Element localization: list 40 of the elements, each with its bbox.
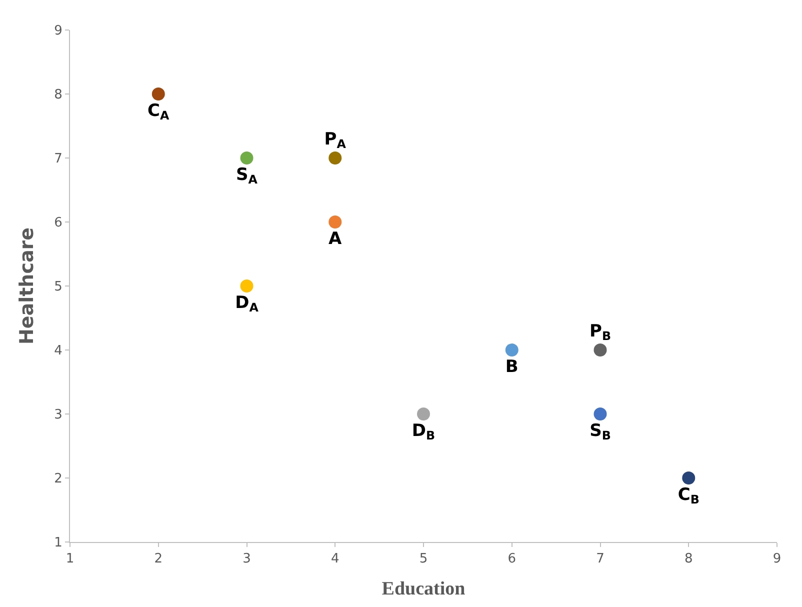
x-tick-label: 9 [772, 552, 782, 567]
series-label: P$_{B}$ [589, 322, 612, 344]
series-label: D$_{B}$ [412, 420, 436, 442]
point [240, 280, 254, 292]
x-tick-label: 4 [330, 552, 340, 567]
y-tick-label: 8 [54, 88, 62, 103]
series-label: C$_{A}$ [148, 100, 170, 122]
series-label: S$_{A}$ [236, 164, 258, 186]
series-label: C$_{B}$ [678, 484, 700, 506]
x-tick-label: 5 [419, 552, 428, 567]
y-axis-title: Healthcare [16, 227, 38, 345]
x-tick-label: 1 [66, 552, 74, 567]
point [152, 88, 165, 100]
series-label: P$_{A}$ [324, 130, 347, 152]
x-tick-label: 8 [684, 552, 693, 567]
point [682, 472, 696, 484]
x-tick-label: 6 [508, 552, 516, 567]
y-tick-label: 5 [54, 280, 62, 295]
y-tick-label: 1 [54, 536, 62, 551]
y-tick-label: 4 [54, 344, 62, 359]
point [328, 216, 342, 228]
y-tick-label: 9 [54, 24, 62, 39]
point [240, 152, 254, 164]
point [594, 408, 607, 420]
y-tick-label: 2 [54, 472, 62, 487]
x-tick-label: 3 [242, 552, 251, 567]
series-label: B [505, 356, 518, 377]
x-tick-label: 2 [154, 552, 163, 567]
point [328, 152, 342, 164]
x-tick-label: 7 [596, 552, 604, 567]
y-tick-label: 6 [54, 216, 62, 231]
point [505, 344, 518, 356]
series-label: D$_{A}$ [235, 292, 260, 314]
series-label: A [328, 228, 343, 249]
y-tick-label: 7 [54, 152, 62, 167]
series-label: S$_{B}$ [590, 420, 611, 442]
x-axis-title: Education [382, 578, 466, 600]
point [594, 344, 607, 356]
point [417, 408, 430, 420]
y-tick-label: 3 [54, 408, 62, 423]
